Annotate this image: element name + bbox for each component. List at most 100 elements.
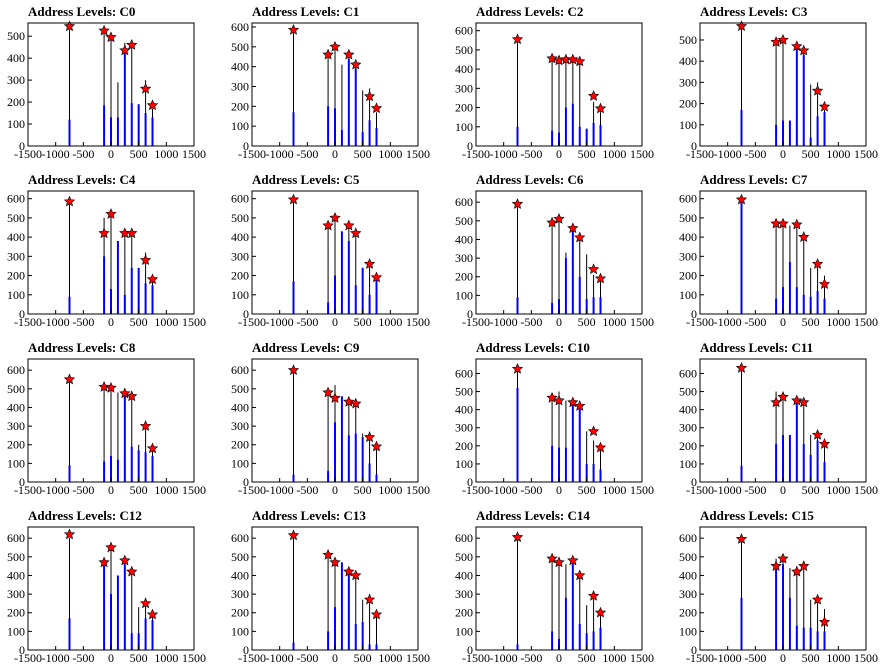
y-tick-label: 100 [231, 456, 249, 470]
x-tick-label: 1500 [630, 315, 654, 329]
x-tick-label: -500 [744, 483, 766, 497]
chart-title: Address Levels: C10 [476, 340, 590, 355]
x-tick-label: -500 [72, 147, 94, 161]
y-tick-label: 200 [455, 606, 473, 620]
y-tick-label: 300 [679, 421, 697, 435]
chart-title: Address Levels: C1 [252, 4, 360, 19]
y-tick-label: 500 [231, 382, 249, 396]
peak-star-marker [350, 58, 362, 70]
y-tick-label: 100 [679, 624, 697, 638]
y-tick-label: 0 [19, 307, 25, 321]
y-tick-label: 600 [455, 366, 473, 380]
y-tick-label: 300 [7, 249, 25, 263]
peak-star-marker [146, 442, 159, 454]
y-tick-label: 100 [455, 120, 473, 134]
y-tick-label: 600 [231, 20, 249, 34]
x-tick-label: -1500 [14, 315, 42, 329]
peak-star-marker [574, 400, 586, 411]
peak-star-marker [126, 390, 138, 402]
peak-star-marker [735, 20, 748, 32]
chart-svg: 0 100 200 300 400 500 600 -1500 -1000 -500 0 500 100… [455, 22, 654, 161]
y-tick-label: 100 [455, 288, 473, 302]
x-tick-label: 0 [108, 147, 114, 161]
y-tick-label: 400 [231, 230, 249, 244]
x-tick-label: -500 [520, 315, 542, 329]
y-tick-label: 0 [243, 307, 249, 321]
y-tick-label: 200 [455, 439, 473, 453]
chart-title: Address Levels: C8 [28, 340, 136, 355]
x-tick-label: 1000 [826, 651, 850, 665]
y-tick-label: 400 [231, 568, 249, 582]
peak-star-marker [818, 616, 831, 627]
x-tick-label: -1000 [266, 651, 294, 665]
chart-title: Address Levels: C6 [476, 172, 584, 187]
y-tick-label: 100 [231, 624, 249, 638]
x-tick-label: -1000 [714, 651, 742, 665]
y-tick-label: 0 [691, 643, 697, 657]
x-tick-label: -1500 [238, 651, 266, 665]
x-tick-label: -1000 [266, 315, 294, 329]
peak-star-marker [798, 560, 810, 571]
peak-star-marker [574, 231, 586, 243]
y-tick-label: 600 [679, 192, 697, 206]
peak-star-marker [594, 102, 607, 114]
x-tick-label: -1000 [42, 147, 70, 161]
peak-star-marker [343, 48, 355, 60]
chart-panel: Address Levels: C14 0 100 200 300 400 500 600 -1… [448, 504, 672, 672]
y-tick-label: 0 [467, 475, 473, 489]
x-tick-label: -1000 [42, 315, 70, 329]
y-tick-label: 200 [7, 95, 25, 109]
peak-star-marker [105, 541, 117, 553]
peak-star-marker [63, 373, 76, 385]
x-tick-label: 1500 [630, 147, 654, 161]
peak-star-marker [343, 219, 355, 231]
y-tick-label: 0 [243, 643, 249, 657]
x-tick-label: -500 [744, 315, 766, 329]
x-tick-label: -1500 [14, 651, 42, 665]
x-tick-label: 0 [780, 651, 786, 665]
peak-star-marker [322, 219, 334, 231]
peak-star-marker [811, 258, 824, 269]
chart-panel: Address Levels: C15 0 100 200 300 400 500 600 -1… [672, 504, 896, 672]
chart-title: Address Levels: C5 [252, 172, 360, 187]
x-tick-label: -500 [744, 147, 766, 161]
y-tick-label: 400 [455, 403, 473, 417]
peak-star-marker [126, 227, 138, 239]
x-tick-label: -500 [72, 651, 94, 665]
x-tick-label: -1500 [462, 147, 490, 161]
peak-star-marker [770, 36, 782, 47]
x-tick-label: -1000 [490, 315, 518, 329]
y-tick-label: 100 [679, 457, 697, 471]
chart-panel: Address Levels: C10 0 100 200 300 400 500 600 -1… [448, 336, 672, 504]
y-tick-label: 200 [231, 606, 249, 620]
y-tick-label: 100 [231, 119, 249, 133]
peak-star-marker [139, 420, 152, 431]
peak-star-marker [287, 23, 300, 35]
peak-star-marker [370, 608, 383, 620]
peak-star-marker [798, 44, 810, 56]
x-tick-label: 500 [578, 315, 596, 329]
peak-star-marker [126, 39, 138, 50]
x-tick-label: 1500 [630, 651, 654, 665]
x-tick-label: -1000 [714, 483, 742, 497]
peak-star-marker [105, 208, 117, 219]
chart-svg: 0 100 200 300 400 500 600 -1500 -1000 -500 0 500 100… [455, 526, 654, 665]
x-tick-label: -1000 [490, 483, 518, 497]
peak-star-marker [139, 597, 152, 609]
peak-star-marker [546, 52, 558, 64]
x-tick-label: 1500 [406, 147, 430, 161]
chart-panel: Address Levels: C9 0 100 200 300 400 500 600 -15… [224, 336, 448, 504]
chart-title: Address Levels: C0 [28, 4, 136, 19]
chart-panel: Address Levels: C8 0 100 200 300 400 500 600 -15… [0, 336, 224, 504]
x-tick-label: 500 [354, 147, 372, 161]
peak-star-marker [63, 195, 76, 207]
x-tick-label: -1500 [686, 147, 714, 161]
peak-star-marker [98, 227, 110, 239]
peak-star-marker [370, 271, 383, 283]
peak-star-marker [777, 217, 789, 229]
x-tick-label: 1000 [378, 147, 402, 161]
peak-star-marker [567, 53, 579, 65]
x-tick-label: 1500 [406, 651, 430, 665]
x-tick-label: 1000 [602, 315, 626, 329]
x-tick-label: 500 [802, 147, 820, 161]
